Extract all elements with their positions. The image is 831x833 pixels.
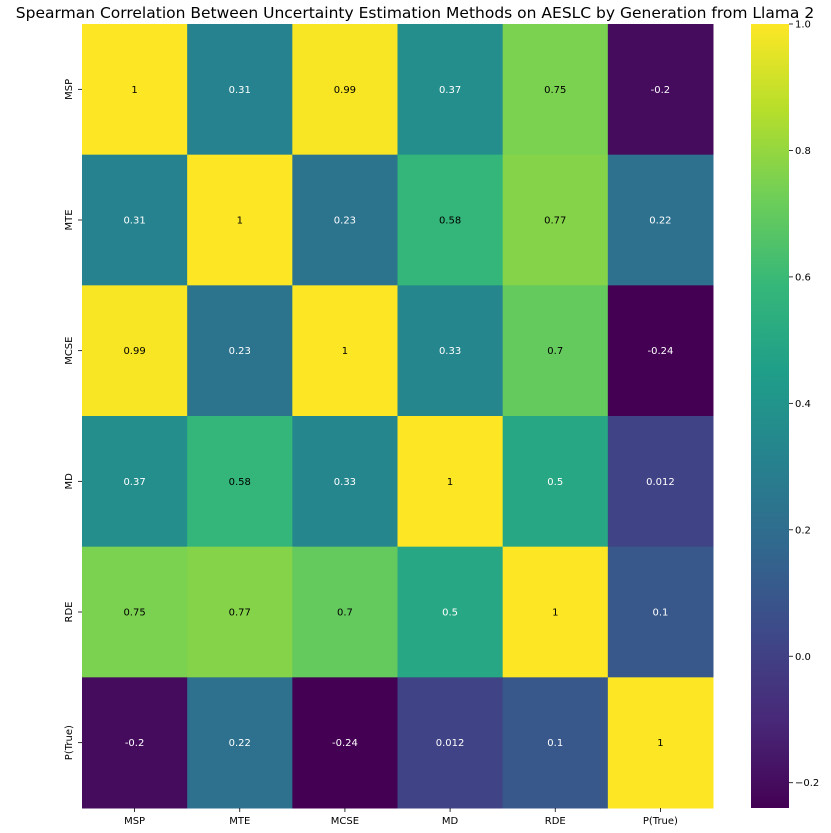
heatmap-cell — [607, 677, 714, 809]
row-tick-label: RDE — [64, 602, 75, 623]
colorbar-tick-label: 0.8 — [795, 146, 811, 157]
row-tick-label: MSP — [64, 79, 75, 100]
colorbar-tick-label: −0.2 — [795, 778, 819, 789]
cell-value-label: -0.2 — [125, 738, 145, 749]
colorbar-gradient — [751, 24, 789, 808]
heatmap-cell — [82, 546, 188, 678]
heatmap-cell — [187, 546, 293, 678]
heatmap-cell — [82, 677, 188, 809]
cell-value-label: 0.7 — [337, 608, 353, 619]
cell-value-label: 0.37 — [123, 477, 145, 488]
cell-value-label: 0.99 — [334, 85, 356, 96]
heatmap-cell — [397, 154, 504, 286]
heatmap-cell — [82, 154, 188, 286]
heatmap-cell — [397, 677, 504, 809]
heatmap-cell — [397, 285, 504, 417]
heatmap-cell — [292, 546, 398, 678]
cell-value-label: 0.77 — [229, 608, 251, 619]
heatmap-cell — [502, 677, 609, 809]
heatmap-cell — [292, 677, 398, 809]
heatmap-cell — [187, 416, 293, 548]
heatmap-cell — [292, 285, 398, 417]
colorbar-tick-label: 1.0 — [795, 20, 811, 31]
column-tick-label: MD — [442, 816, 459, 827]
heatmap-cell — [292, 416, 398, 548]
heatmap-cells: 1 0.31 0.99 0.37 0.75 -0.2 0.31 1 0.23 0.58 0.77 0.… — [82, 24, 714, 809]
cell-value-label: 0.22 — [229, 738, 251, 749]
heatmap-cell — [397, 24, 504, 156]
cell-value-label: 1 — [447, 477, 453, 488]
heatmap-cell — [607, 546, 714, 678]
cell-value-label: 0.37 — [439, 85, 461, 96]
cell-value-label: 0.99 — [123, 346, 145, 357]
cell-value-label: -0.24 — [647, 346, 673, 357]
row-tick-label: MCSE — [64, 337, 75, 365]
row-tick-label: MD — [64, 473, 75, 490]
cell-value-label: 1 — [552, 608, 558, 619]
heatmap-cell — [502, 416, 609, 548]
chart-title: Spearman Correlation Between Uncertainty… — [16, 4, 814, 22]
heatmap-cell — [502, 24, 609, 156]
cell-value-label: -0.24 — [332, 738, 358, 749]
cell-value-label: 0.5 — [547, 477, 563, 488]
heatmap-cell — [397, 546, 504, 678]
cell-value-label: 0.75 — [544, 85, 566, 96]
heatmap-cell — [82, 24, 188, 156]
heatmap-cell — [397, 416, 504, 548]
heatmap-cell — [82, 416, 188, 548]
colorbar-tick-label: 0.4 — [795, 399, 811, 410]
heatmap-cell — [187, 24, 293, 156]
heatmap-cell — [187, 285, 293, 417]
cell-value-label: -0.2 — [651, 85, 671, 96]
colorbar-ticks: −0.2 0.0 0.2 0.4 0.6 0.8 1.0 — [789, 20, 819, 789]
heatmap-cell — [607, 154, 714, 286]
colorbar-tick-label: 0.6 — [795, 272, 811, 283]
cell-value-label: 0.33 — [334, 477, 356, 488]
column-tick-labels: MSP MTE MCSE MD RDE P(True) — [124, 808, 678, 827]
colorbar-tick-label: 0.2 — [795, 525, 811, 536]
cell-value-label: 0.77 — [544, 216, 566, 227]
heatmap-cell — [82, 285, 188, 417]
colorbar: −0.2 0.0 0.2 0.4 0.6 0.8 1.0 — [751, 20, 819, 808]
heatmap-cell — [607, 416, 714, 548]
cell-value-label: 0.22 — [649, 216, 671, 227]
row-tick-label: P(True) — [64, 725, 75, 760]
cell-value-label: 0.75 — [123, 608, 145, 619]
cell-value-label: 0.012 — [646, 477, 675, 488]
cell-value-label: 0.23 — [229, 346, 251, 357]
heatmap-cell — [502, 154, 609, 286]
cell-value-label: 0.58 — [439, 216, 461, 227]
cell-value-label: 0.1 — [547, 738, 563, 749]
cell-value-label: 1 — [237, 216, 243, 227]
heatmap-cell — [502, 546, 609, 678]
heatmap-cell — [187, 154, 293, 286]
column-tick-label: P(True) — [643, 816, 678, 827]
row-tick-labels: MSP MTE MCSE MD RDE P(True) — [64, 79, 82, 760]
column-tick-label: MTE — [229, 816, 250, 827]
heatmap-cell — [607, 285, 714, 417]
heatmap-cell — [292, 24, 398, 156]
cell-value-label: 0.58 — [229, 477, 251, 488]
cell-value-label: 1 — [342, 346, 348, 357]
column-tick-label: MCSE — [331, 816, 359, 827]
row-tick-label: MTE — [64, 209, 75, 230]
heatmap-cell — [607, 24, 714, 156]
colorbar-tick-label: 0.0 — [795, 652, 811, 663]
cell-value-label: 0.012 — [436, 738, 465, 749]
cell-value-label: 0.1 — [652, 608, 668, 619]
cell-value-label: 0.31 — [229, 85, 251, 96]
column-tick-label: MSP — [124, 816, 145, 827]
heatmap-cell — [502, 285, 609, 417]
cell-value-label: 0.33 — [439, 346, 461, 357]
cell-value-label: 1 — [131, 85, 137, 96]
heatmap-cell — [187, 677, 293, 809]
cell-value-label: 1 — [657, 738, 663, 749]
column-tick-label: RDE — [545, 816, 566, 827]
heatmap-cell — [292, 154, 398, 286]
cell-value-label: 0.7 — [547, 346, 563, 357]
cell-value-label: 0.23 — [334, 216, 356, 227]
cell-value-label: 0.5 — [442, 608, 458, 619]
cell-value-label: 0.31 — [123, 216, 145, 227]
